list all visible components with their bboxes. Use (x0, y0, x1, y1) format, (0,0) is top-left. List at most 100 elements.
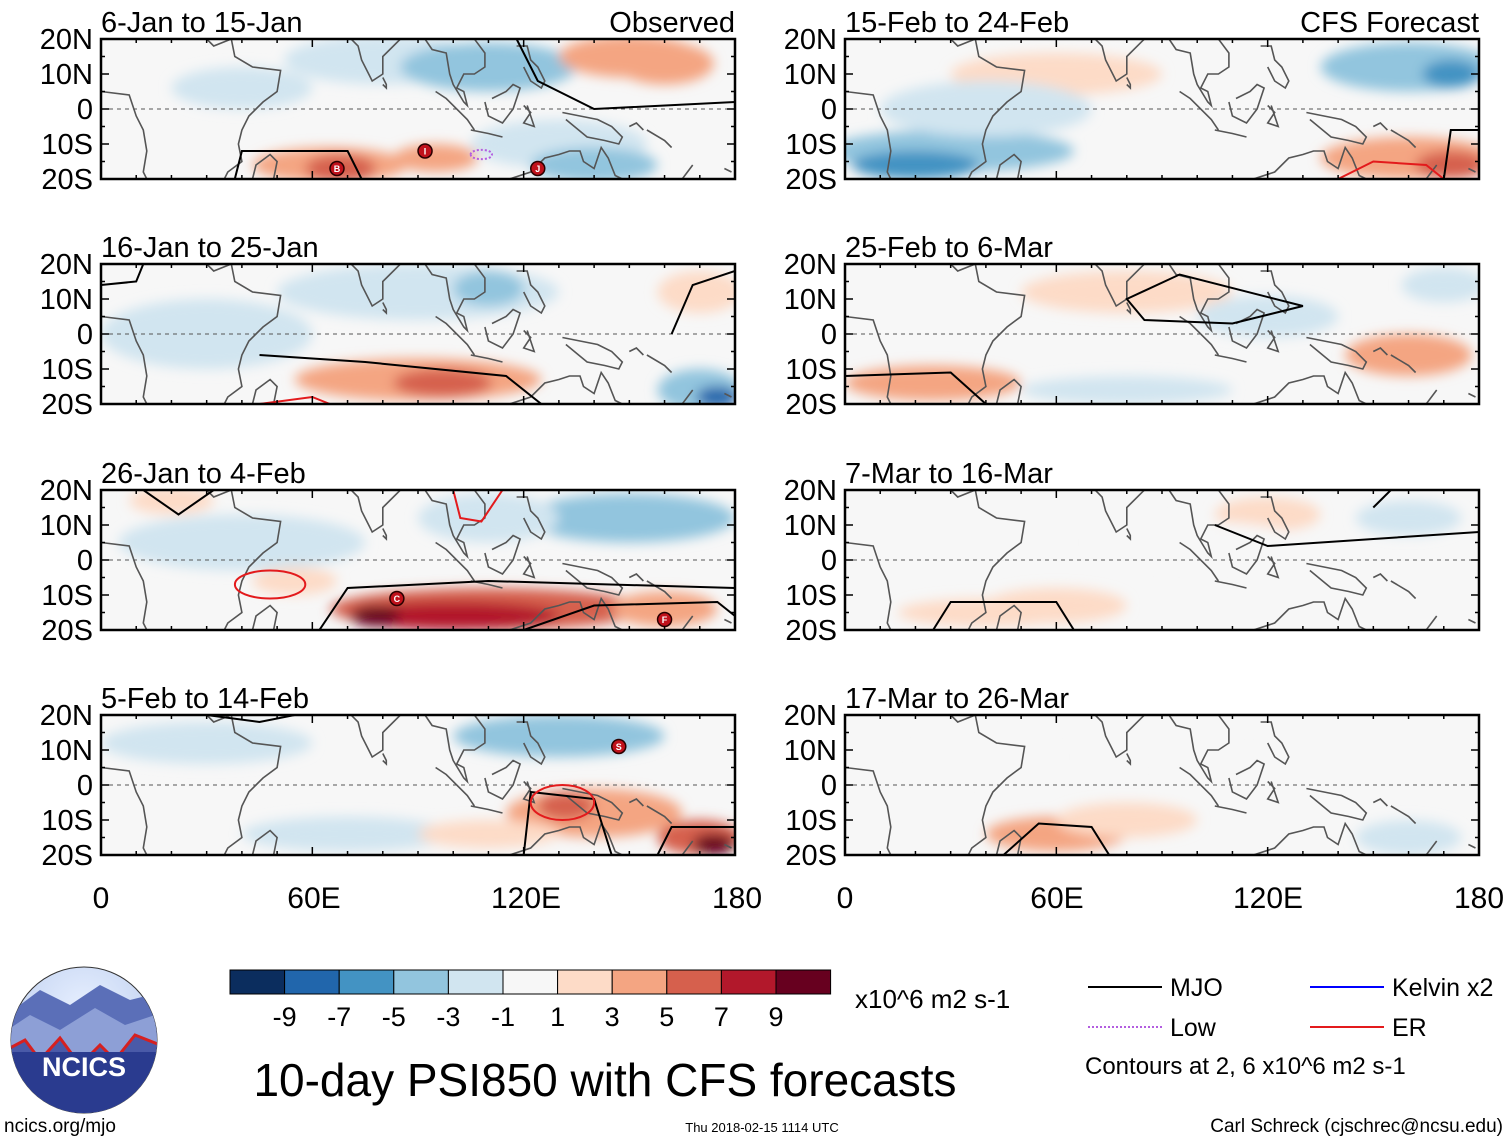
coastline-11 (1306, 336, 1368, 370)
coastline-9 (1266, 329, 1280, 353)
coastline-0 (101, 315, 148, 404)
y-tick-10S: 10S (785, 580, 837, 612)
coastline-3 (301, 490, 402, 534)
anomaly-blob-1 (1422, 60, 1479, 88)
colorbar-tick-label: -7 (327, 1002, 351, 1032)
y-tick-10S: 10S (41, 129, 93, 161)
anomaly-blob-4 (1021, 376, 1233, 404)
colorbar-swatch-6 (557, 969, 613, 995)
coastline-17 (1268, 25, 1272, 32)
website-link[interactable]: ncics.org/mjo (4, 1116, 116, 1137)
coastline-1 (171, 264, 282, 404)
coastline-16 (1468, 843, 1476, 849)
colorbar-swatch-3 (393, 969, 449, 995)
anomaly-blob-8 (530, 147, 658, 179)
x-tick-0: 0 (93, 882, 110, 915)
anomaly-blob-7 (657, 271, 735, 313)
colorbar-tick-label: 5 (659, 1002, 674, 1032)
coastline-9 (522, 780, 536, 804)
y-tick-0: 0 (77, 770, 93, 802)
anomaly-blob-2 (241, 816, 454, 852)
coastline-0 (845, 766, 892, 855)
coastline-4 (1126, 302, 1132, 315)
coastline-17 (1268, 701, 1272, 708)
anomaly-blob-4 (347, 602, 559, 630)
colorbar-tick-label: 1 (550, 1002, 565, 1032)
y-tick-0: 0 (821, 545, 837, 577)
y-tick-10N: 10N (40, 59, 93, 91)
coastlines (101, 701, 732, 855)
coastline-10 (1260, 721, 1290, 766)
colorbar-tick-label: -1 (491, 1002, 515, 1032)
ticks (100, 263, 736, 405)
units-label: x10^6 m2 s-1 (855, 984, 1010, 1014)
colorbar-swatch-10 (775, 969, 832, 995)
coastline-4 (1126, 753, 1132, 766)
coastline-10 (516, 45, 546, 90)
coastline-16 (1468, 392, 1476, 398)
contour-mjo-0 (1002, 822, 1111, 855)
coastline-8 (1228, 83, 1266, 125)
coastline-11 (562, 562, 624, 596)
coastline-2 (251, 604, 278, 630)
y-tick-0: 0 (821, 770, 837, 802)
coastline-9 (1266, 780, 1280, 804)
timestamp: Thu 2018-02-15 1114 UTC (685, 1120, 838, 1135)
coastline-15 (1425, 389, 1438, 404)
colorbar-tick-label: -5 (382, 1002, 406, 1032)
ticks (844, 38, 1480, 180)
coastline-4 (382, 302, 388, 315)
coastline-17 (524, 701, 528, 708)
coastline-9 (1266, 104, 1280, 128)
coastline-7 (1214, 805, 1247, 814)
y-tick-20S: 20S (41, 840, 93, 872)
storm-label: F (662, 615, 668, 625)
coastline-10 (1260, 270, 1290, 315)
coastline-14 (646, 580, 673, 600)
anomaly-field (845, 267, 1479, 404)
coastline-17 (524, 250, 528, 257)
y-tick-0: 0 (77, 94, 93, 126)
coastlines (101, 490, 732, 630)
anomaly-blob-5 (1401, 267, 1479, 303)
storm-marker-S: S (611, 738, 627, 755)
coastline-0 (101, 766, 148, 855)
anomaly-blob-1 (418, 493, 559, 543)
coastline-3 (301, 39, 402, 83)
ticks (844, 489, 1480, 631)
colorbar-swatch-4 (447, 969, 504, 995)
y-tick-10S: 10S (41, 805, 93, 837)
colorbar-tick-label: -9 (273, 1002, 297, 1032)
coastline-2 (251, 378, 278, 404)
anomaly-blob-1 (1056, 802, 1198, 838)
coastline-5 (1167, 715, 1230, 785)
y-tick-10N: 10N (784, 59, 837, 91)
contours (206, 715, 735, 855)
coastline-12 (508, 370, 623, 404)
anomaly-blob-1 (101, 722, 313, 764)
coastline-8 (484, 534, 522, 576)
contour-mjo-2 (142, 490, 215, 516)
y-tick-10N: 10N (40, 284, 93, 316)
contours (932, 490, 1479, 630)
contour-er-3 (452, 490, 504, 523)
coastline-11 (562, 787, 624, 821)
y-tick-0: 0 (77, 545, 93, 577)
contours (142, 490, 735, 630)
coastline-7 (470, 354, 503, 363)
contour-mjo-2 (656, 826, 735, 855)
coastline-9 (1266, 555, 1280, 579)
panel-period-title: 5-Feb to 14-Feb (101, 683, 309, 715)
coastline-13 (628, 347, 644, 356)
contour-mjo-1 (522, 790, 613, 855)
x-tick-0: 0 (837, 882, 854, 915)
coastline-8 (1228, 759, 1266, 801)
coastline-5 (423, 264, 486, 334)
colorbar-tick-label: 7 (714, 1002, 729, 1032)
y-tick-20S: 20S (785, 840, 837, 872)
anomaly-blob-3 (915, 736, 1057, 778)
coastline-3 (1045, 715, 1146, 759)
